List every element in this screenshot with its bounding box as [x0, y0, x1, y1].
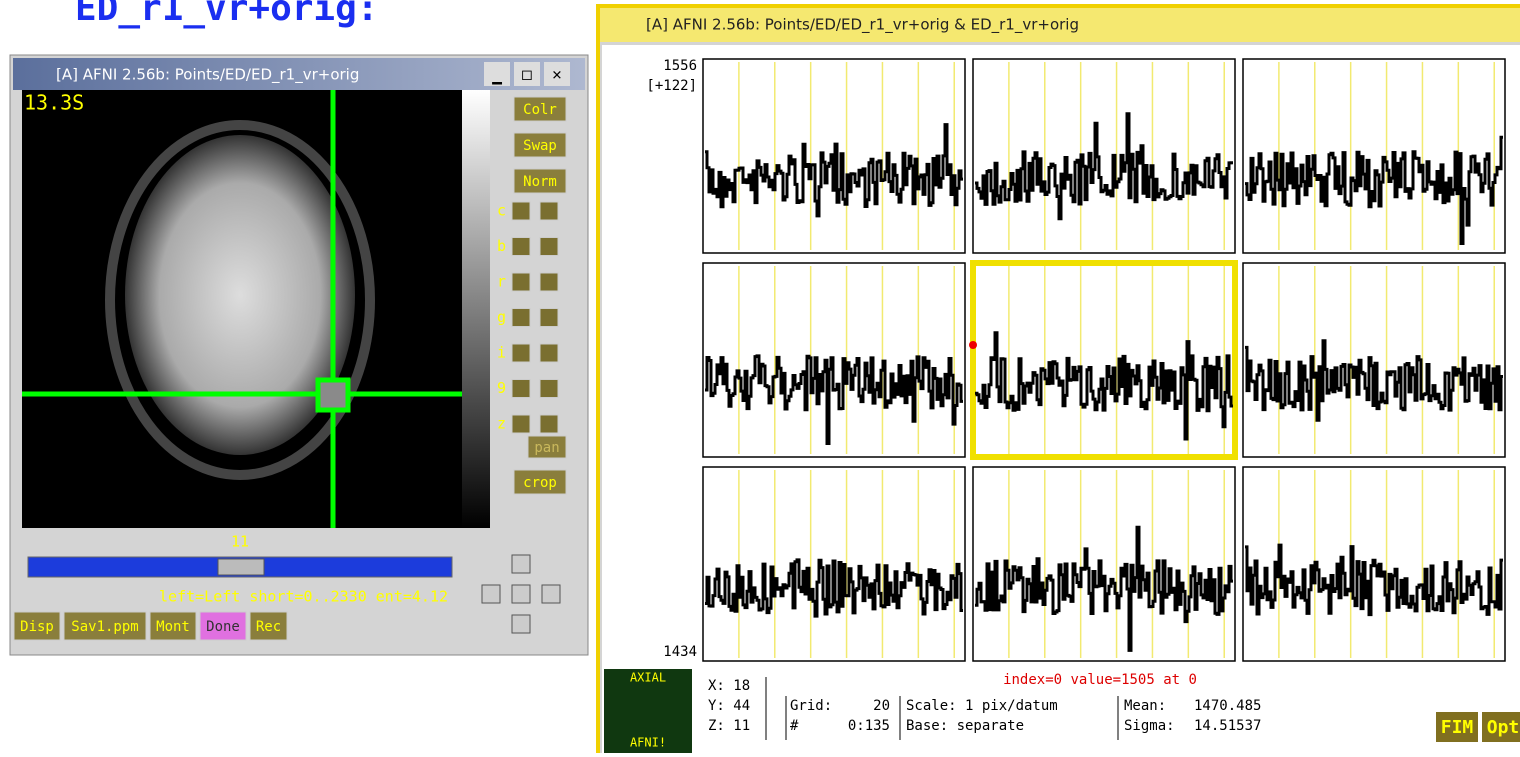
arrow-up[interactable] — [540, 380, 558, 398]
button-label[interactable]: Opt — [1487, 717, 1520, 738]
status-text: 1470.485 — [1194, 698, 1261, 714]
status-text: 20 — [873, 698, 890, 714]
window-title: [A] AFNI 2.56b: Points/ED/ED_r1_vr+orig — [56, 66, 359, 85]
graph-cell[interactable] — [703, 467, 965, 661]
arrow-up[interactable] — [540, 344, 558, 362]
arrow-row-label: 9 — [497, 379, 506, 397]
page: ED_r1_vr+orig: [A] AFNI 2.56b: Points/ED… — [0, 0, 1520, 753]
status-text: Base: separate — [906, 718, 1024, 734]
svg-text:□: □ — [522, 65, 532, 84]
graph-cell[interactable] — [973, 263, 1235, 457]
y-top: 1556 — [663, 58, 697, 74]
graph-cell[interactable] — [703, 263, 965, 457]
button-label[interactable]: Norm — [523, 174, 557, 190]
svg-text:▁: ▁ — [491, 66, 502, 85]
button-label[interactable]: pan — [534, 440, 559, 456]
arrow-up[interactable] — [540, 273, 558, 291]
index-info: index=0 value=1505 at 0 — [1003, 672, 1197, 688]
arrow-up[interactable] — [540, 202, 558, 220]
time-marker — [969, 341, 977, 349]
arrow-row-label: i — [497, 344, 506, 362]
svg-text:✕: ✕ — [552, 65, 562, 84]
arrow-down[interactable] — [512, 380, 530, 398]
cell-frame — [973, 263, 1235, 457]
slider-value: 11 — [231, 533, 249, 551]
arrow-row-label: z — [497, 415, 506, 433]
arrow-up[interactable] — [540, 309, 558, 327]
window-title: [A] AFNI 2.56b: Points/ED/ED_r1_vr+orig … — [646, 16, 1079, 35]
button-label[interactable]: FIM — [1441, 717, 1474, 738]
overlay-label: 13.3S — [24, 91, 84, 115]
graph-cell[interactable] — [973, 59, 1235, 253]
window-controls[interactable]: ▁ □ ✕ — [484, 62, 570, 86]
arrow-row-label: b — [497, 237, 506, 255]
button-label[interactable]: Colr — [523, 102, 557, 118]
button-label[interactable]: Swap — [523, 138, 557, 154]
arrow-up[interactable] — [540, 238, 558, 256]
button-label[interactable]: Done — [206, 619, 240, 635]
caption: ED_r1_vr+orig: — [75, 0, 378, 29]
arrow-down[interactable] — [512, 273, 530, 291]
button-label[interactable]: Mont — [156, 619, 190, 635]
graph-cell[interactable] — [1243, 59, 1505, 253]
graph-cell[interactable] — [973, 467, 1235, 661]
logo-top: AXIAL — [630, 671, 666, 685]
slider-thumb[interactable] — [218, 559, 264, 575]
status-text: # — [790, 718, 799, 734]
arrow-down[interactable] — [512, 415, 530, 433]
arrow-row-label: g — [497, 308, 506, 326]
y-range: [+122] — [646, 78, 697, 94]
button-label[interactable]: Rec — [256, 619, 281, 635]
cell-frame — [973, 467, 1235, 661]
status-text: Scale: 1 pix/datum — [906, 698, 1058, 714]
arrow-row-label: c — [497, 202, 506, 220]
arrow-down[interactable] — [512, 202, 530, 220]
status-text: 0:135 — [848, 718, 890, 734]
arrow-down[interactable] — [512, 309, 530, 327]
arrow-row-label: r — [497, 273, 506, 291]
button-label[interactable]: Sav1.ppm — [71, 619, 138, 635]
screen: ED_r1_vr+orig: [A] AFNI 2.56b: Points/ED… — [0, 0, 1520, 753]
graph-cell[interactable] — [703, 59, 965, 253]
graph-cell[interactable] — [1243, 263, 1505, 457]
status-text: Grid: — [790, 698, 832, 714]
colorbar — [462, 90, 490, 528]
button-label[interactable]: crop — [523, 475, 557, 491]
arrow-up[interactable] — [540, 415, 558, 433]
status: left=Left short=0..2330 ent=4.12 — [159, 588, 448, 606]
graph-cell[interactable] — [1243, 467, 1505, 661]
arrow-down[interactable] — [512, 238, 530, 256]
cell-frame — [973, 59, 1235, 253]
status-text: X: 18 — [708, 678, 750, 694]
status-text: 14.51537 — [1194, 718, 1261, 734]
y-bottom: 1434 — [663, 644, 697, 660]
status-text: Mean: — [1124, 698, 1166, 714]
status-text: Y: 44 — [708, 698, 750, 714]
status-text: Z: 11 — [708, 718, 750, 734]
arrow-down[interactable] — [512, 344, 530, 362]
status-text: Sigma: — [1124, 718, 1175, 734]
button-label[interactable]: Disp — [20, 619, 54, 635]
logo-bottom: AFNI! — [630, 736, 666, 750]
